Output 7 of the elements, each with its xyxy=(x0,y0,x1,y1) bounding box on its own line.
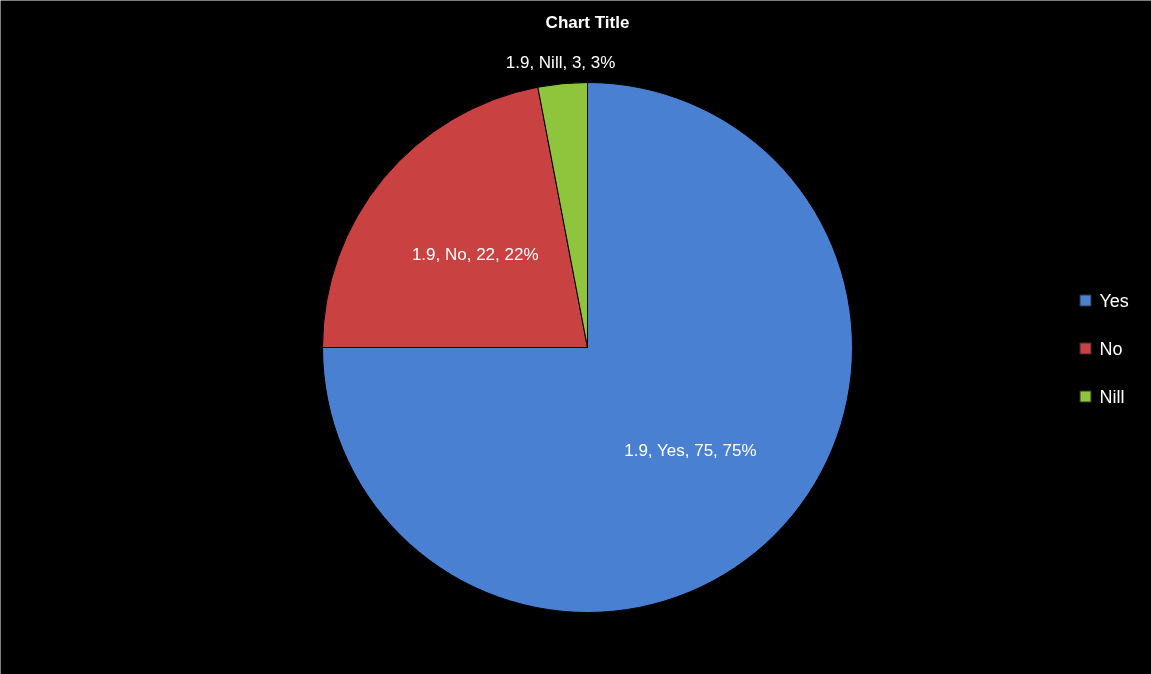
legend-label: Nill xyxy=(1099,386,1125,407)
chart-title: Chart Title xyxy=(545,13,630,32)
data-label: 1.9, No, 22, 22% xyxy=(411,245,539,265)
legend-label: No xyxy=(1099,338,1123,359)
data-label: 1.9, Yes, 75, 75% xyxy=(624,441,757,461)
legend-label: Yes xyxy=(1099,290,1129,311)
data-label: 1.9, Nill, 3, 3% xyxy=(505,53,616,73)
